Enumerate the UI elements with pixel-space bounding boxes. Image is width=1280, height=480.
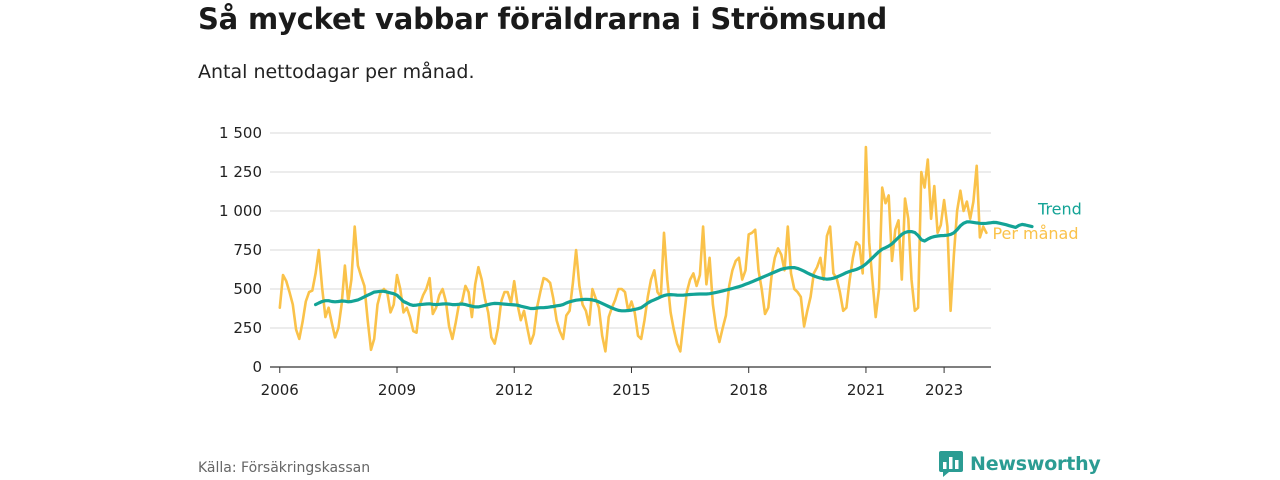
x-axis: 2006 2009 2012 2015 2018 2021 2023 bbox=[261, 366, 991, 399]
brand-name: Newsworthy bbox=[970, 453, 1101, 475]
y-tick-label: 1 500 bbox=[219, 124, 262, 142]
chart-title: Så mycket vabbar föräldrarna i Strömsund bbox=[198, 2, 888, 36]
chart-subtitle: Antal nettodagar per månad. bbox=[198, 61, 475, 83]
x-tick-label: 2006 bbox=[261, 381, 299, 399]
y-tick-label: 1 250 bbox=[219, 163, 262, 181]
y-axis: 0 250 500 750 1 000 1 250 1 500 bbox=[219, 124, 262, 376]
brand-logo[interactable]: Newsworthy bbox=[939, 451, 1101, 477]
legend-trend: Trend bbox=[1037, 200, 1082, 219]
y-tick-label: 750 bbox=[233, 241, 262, 259]
x-tick-label: 2009 bbox=[378, 381, 416, 399]
x-tick-label: 2023 bbox=[925, 381, 963, 399]
trend-line bbox=[314, 220, 1034, 313]
source-note: Källa: Försäkringskassan bbox=[198, 460, 371, 476]
y-tick-label: 1 000 bbox=[219, 202, 262, 220]
y-tick-label: 0 bbox=[252, 358, 262, 376]
newsworthy-logo-icon bbox=[939, 451, 963, 477]
x-tick-label: 2015 bbox=[612, 381, 650, 399]
monthly-line bbox=[278, 145, 988, 353]
series-lines bbox=[278, 145, 1034, 353]
grid-lines bbox=[270, 132, 991, 329]
x-tick-label: 2018 bbox=[730, 381, 768, 399]
y-tick-label: 250 bbox=[233, 319, 262, 337]
legend: Trend Per månad bbox=[992, 200, 1081, 243]
y-tick-label: 500 bbox=[233, 280, 262, 298]
legend-per-manad: Per månad bbox=[992, 224, 1078, 243]
x-tick-label: 2021 bbox=[847, 381, 885, 399]
x-tick-label: 2012 bbox=[495, 381, 533, 399]
